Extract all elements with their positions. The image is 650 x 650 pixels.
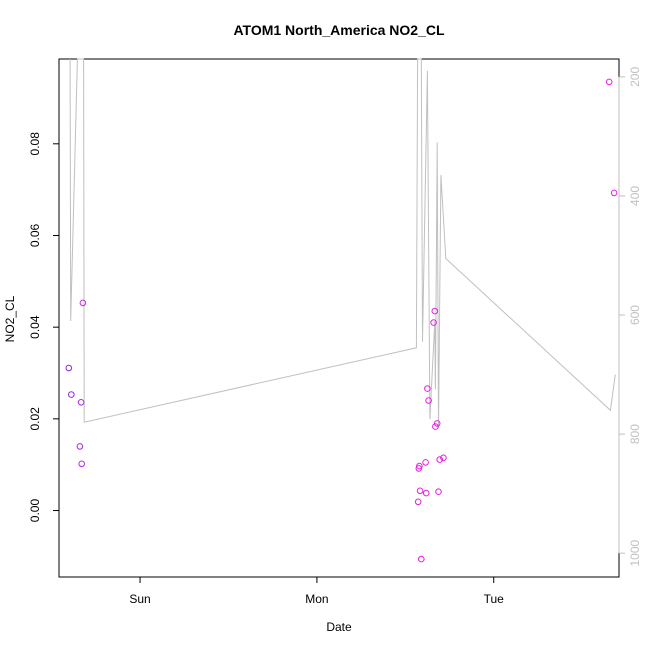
data-point — [76, 443, 84, 450]
y-axis: 0.00 0.02 0.04 0.06 0.08 — [28, 132, 60, 523]
data-point — [418, 555, 425, 563]
y2-tick-label: 400 — [628, 186, 642, 206]
x-axis-label: Date — [326, 620, 352, 634]
y-tick-label: 0.08 — [28, 132, 42, 156]
data-point — [422, 459, 429, 466]
data-point — [424, 385, 431, 392]
plot-frame — [58, 58, 620, 578]
x-axis: Sun Mon Tue — [129, 577, 504, 606]
x-tick-label: Sun — [129, 592, 150, 606]
data-point — [65, 364, 73, 372]
data-point — [432, 423, 439, 430]
y2-tick-label: 1000 — [628, 540, 642, 567]
y-tick-label: 0.04 — [28, 315, 42, 339]
data-point — [78, 460, 85, 468]
y-tick-label: 0.00 — [28, 499, 42, 523]
data-point — [414, 498, 422, 506]
y2-tick-label: 200 — [628, 67, 642, 87]
y-tick-label: 0.06 — [28, 223, 42, 247]
data-point — [416, 487, 424, 495]
y2-axis: 200 400 600 800 1000 — [618, 67, 642, 567]
data-point — [68, 391, 75, 398]
data-point — [435, 488, 442, 496]
data-point — [425, 397, 432, 404]
y2-tick-label: 800 — [628, 424, 642, 444]
x-tick-label: Tue — [484, 592, 505, 606]
data-point — [605, 78, 613, 86]
nox-line-series — [69, 58, 616, 429]
data-point — [436, 456, 444, 463]
data-point — [79, 299, 87, 307]
no2-points-series — [65, 78, 618, 563]
data-point — [430, 319, 437, 326]
nox-line — [69, 58, 616, 429]
data-point — [610, 189, 618, 197]
y-tick-label: 0.02 — [28, 407, 42, 431]
data-point — [422, 489, 430, 497]
y-axis-label: NO2_CL — [3, 295, 17, 342]
y2-tick-label: 600 — [628, 305, 642, 325]
data-point — [416, 462, 423, 470]
chart-title: ATOM1 North_America NO2_CL — [233, 22, 445, 38]
x-tick-label: Mon — [305, 592, 328, 606]
data-point — [431, 307, 439, 315]
data-point — [440, 454, 447, 462]
data-point — [77, 399, 85, 406]
data-point — [433, 420, 441, 427]
